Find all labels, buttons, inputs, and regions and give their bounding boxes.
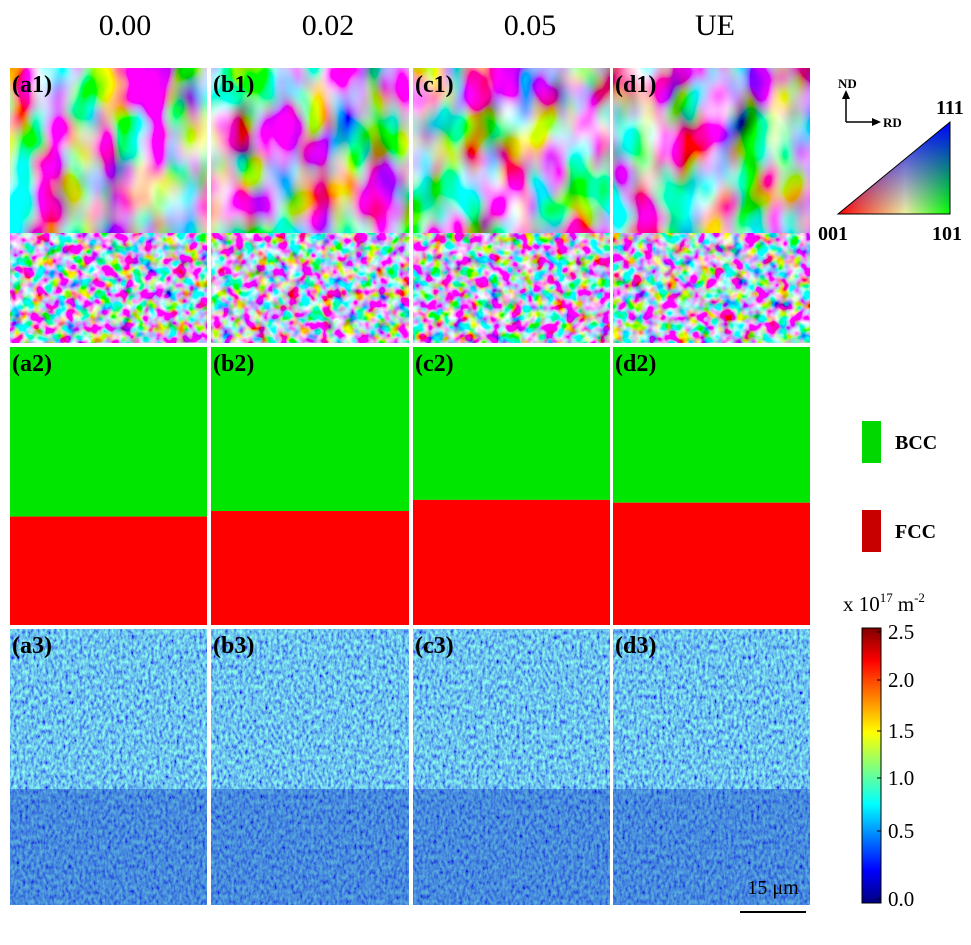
fcc-swatch [862, 510, 881, 552]
panel-label: (d1) [615, 72, 656, 98]
panel-label: (a3) [12, 633, 52, 659]
scale-bar: 15 μm [740, 877, 806, 913]
colorbar-tick-label: 0.5 [888, 819, 914, 843]
density-map-shade [413, 789, 610, 905]
panel-label: (a2) [12, 351, 52, 377]
colorbar-bar [861, 627, 882, 904]
colorbar-prefix: x 10 [843, 592, 880, 616]
column-header: 0.00 [99, 9, 152, 42]
phase-fcc [413, 499, 610, 625]
phase-bcc [10, 347, 207, 517]
ipf-map-fine [613, 233, 810, 343]
phase-fcc [613, 502, 810, 625]
phase-legend: BCC FCC [862, 421, 937, 552]
colorbar-unit: m [898, 592, 914, 616]
panel-grid: (a1) (a2) (a3) (b1) (b2) (b3) (c1) (c2) (c3) (d1)… [10, 68, 810, 905]
density-map [10, 629, 207, 905]
colorbar-exponent: 17 [880, 590, 894, 605]
arrow-head [842, 90, 850, 99]
colorbar-unit-exponent: -2 [914, 590, 925, 605]
panel-label: (c3) [415, 633, 454, 659]
density-map-shade [10, 789, 207, 905]
arrow-head [872, 118, 881, 126]
colorbar-title: x 1017 m-2 [843, 590, 925, 616]
colorbar-tick-label: 0.0 [888, 887, 914, 911]
density-map-shade [613, 789, 810, 905]
column-header: 0.02 [302, 9, 355, 42]
ipf-map-fine [211, 233, 409, 343]
rd-label: RD [883, 115, 902, 130]
ipf-map-fine [413, 233, 610, 343]
ipf-triangle-overlay [836, 120, 951, 215]
density-map [413, 629, 610, 905]
phase-bcc [613, 347, 810, 503]
panel-label: (b1) [213, 72, 254, 98]
nd-label: ND [838, 76, 857, 91]
colorbar-tick-label: 2.5 [888, 620, 914, 644]
bcc-swatch [862, 421, 881, 463]
panel-label: (b2) [213, 351, 254, 377]
density-map-shade [211, 789, 409, 905]
colorbar-tick-label: 1.5 [888, 719, 914, 743]
legend-label: FCC [895, 521, 936, 543]
corner-label: 111 [936, 97, 964, 119]
corner-label: 001 [818, 223, 848, 245]
ipf-map-fine [10, 233, 207, 343]
scale-bar-label: 15 μm [747, 877, 799, 899]
density-map [211, 629, 409, 905]
phase-fcc [10, 516, 207, 625]
panel-label: (a1) [12, 72, 52, 98]
ipf-legend: ND RD 111 001 101 [818, 76, 964, 245]
colorbar-tick-label: 1.0 [888, 766, 914, 790]
panel-label: (c1) [415, 72, 454, 98]
density-map [613, 629, 810, 905]
panel-label: (c2) [415, 351, 454, 377]
phase-bcc [413, 347, 610, 500]
column-header: UE [695, 9, 735, 42]
colorbar: x 1017 m-2 2.5 2.0 1.5 1.0 0.5 0.0 [843, 590, 925, 911]
legend-label: BCC [895, 432, 937, 454]
column-header: 0.05 [504, 9, 557, 42]
colorbar-tick-label: 2.0 [888, 668, 914, 692]
panel-label: (d3) [615, 633, 656, 659]
panel-label: (d2) [615, 351, 656, 377]
panel-label: (b3) [213, 633, 254, 659]
phase-fcc [211, 511, 409, 625]
phase-bcc [211, 347, 409, 512]
corner-label: 101 [932, 223, 962, 245]
